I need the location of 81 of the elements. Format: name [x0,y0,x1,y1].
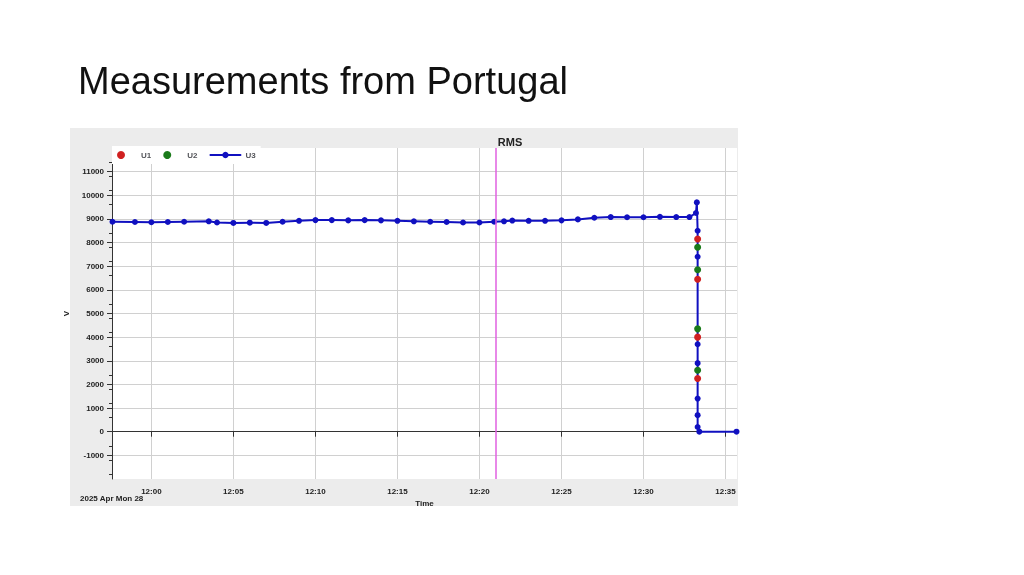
point [410,218,417,225]
x-axis-title: Time [415,499,435,509]
point [214,219,221,226]
x-tick-label: 12:25 [551,486,573,496]
y-tick-label: 3000 [86,356,105,366]
point [279,218,286,225]
point [694,266,702,274]
point [694,227,701,234]
y-tick-label: 11000 [82,167,105,177]
point [443,219,450,225]
point [361,217,368,224]
point [696,428,703,435]
point [109,218,116,225]
x-tick-label: 12:00 [141,486,163,496]
y-tick-label: 6000 [86,285,105,295]
point [591,214,598,221]
chart-title: Measurements from Portugal [78,60,568,103]
point [525,217,532,224]
point [345,217,352,224]
point [296,217,303,224]
y-tick-label: 2000 [86,379,105,389]
y-tick-label: 9000 [86,214,105,224]
legend-label: U1 [141,150,152,160]
point [378,217,384,224]
point [131,219,138,225]
point [656,213,663,220]
x-tick-label: 12:35 [715,486,737,496]
y-tick-label: 8000 [86,238,105,248]
y-tick-label: 5000 [86,309,105,318]
y-axis-title: V [62,310,72,317]
legend-label: U2 [187,150,198,160]
point [686,214,693,221]
point [460,219,467,226]
y-tick-label: 0 [99,427,105,437]
y-tick-label: 10000 [81,190,105,200]
point [694,375,702,383]
point [694,412,701,419]
point [574,216,581,223]
point [694,395,701,402]
point [694,275,702,283]
point [694,333,702,341]
point [476,219,483,226]
point [694,360,701,367]
point [692,210,699,217]
point [733,428,740,435]
point [694,366,702,374]
legend-label: U3 [245,150,257,160]
text: 2025 Apr Mon 28 [80,493,144,503]
x-tick-label: 12:05 [223,486,245,496]
point [427,218,434,225]
point [640,214,647,221]
point [542,217,549,224]
point [205,218,212,225]
point [673,214,680,221]
x-tick-label: 12:15 [387,486,409,496]
point [328,217,335,224]
point [394,217,401,224]
point [164,219,171,225]
y-tick-label: 1000 [86,403,105,413]
point [148,219,155,226]
point [607,214,614,221]
x-tick-label: 12:30 [633,486,655,496]
point [501,218,508,225]
point [246,219,253,226]
point [263,219,270,226]
point [694,235,702,243]
point [693,199,700,206]
point [694,253,701,260]
chart-subtitle: RMS [497,135,523,148]
y-tick-label: -1000 [83,450,105,460]
point [230,219,237,226]
x-tick-label: 12:20 [469,486,491,496]
point [694,325,702,333]
y-tick-label: 7000 [86,261,105,271]
point [694,341,701,348]
point [181,218,188,225]
x-tick-label: 12:10 [305,486,327,496]
point [312,217,319,224]
point [624,214,631,221]
point [694,243,702,251]
y-tick-label: 4000 [86,332,105,342]
